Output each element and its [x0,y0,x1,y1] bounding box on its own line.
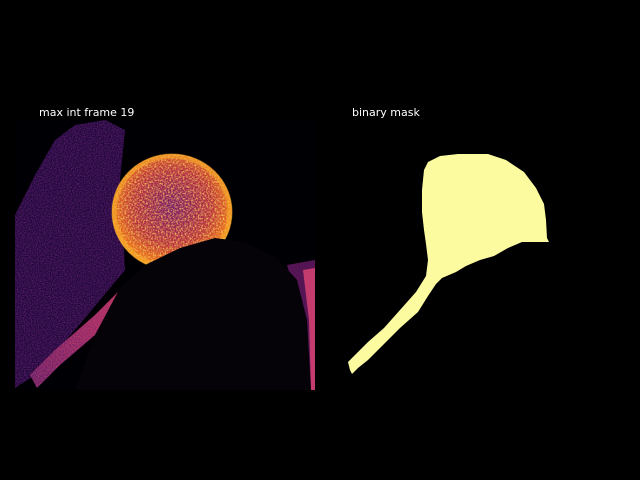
right-panel-title: binary mask [352,106,420,119]
binary-mask-image [328,120,558,390]
mask-foreground [348,154,549,374]
left-panel-title: max int frame 19 [39,106,135,119]
right-edge-strip [303,268,315,390]
bright-cell-hotspots [112,154,232,270]
dark-overlap-cell [75,238,311,390]
background-cell-noise [15,120,125,388]
max-intensity-image [15,120,315,390]
